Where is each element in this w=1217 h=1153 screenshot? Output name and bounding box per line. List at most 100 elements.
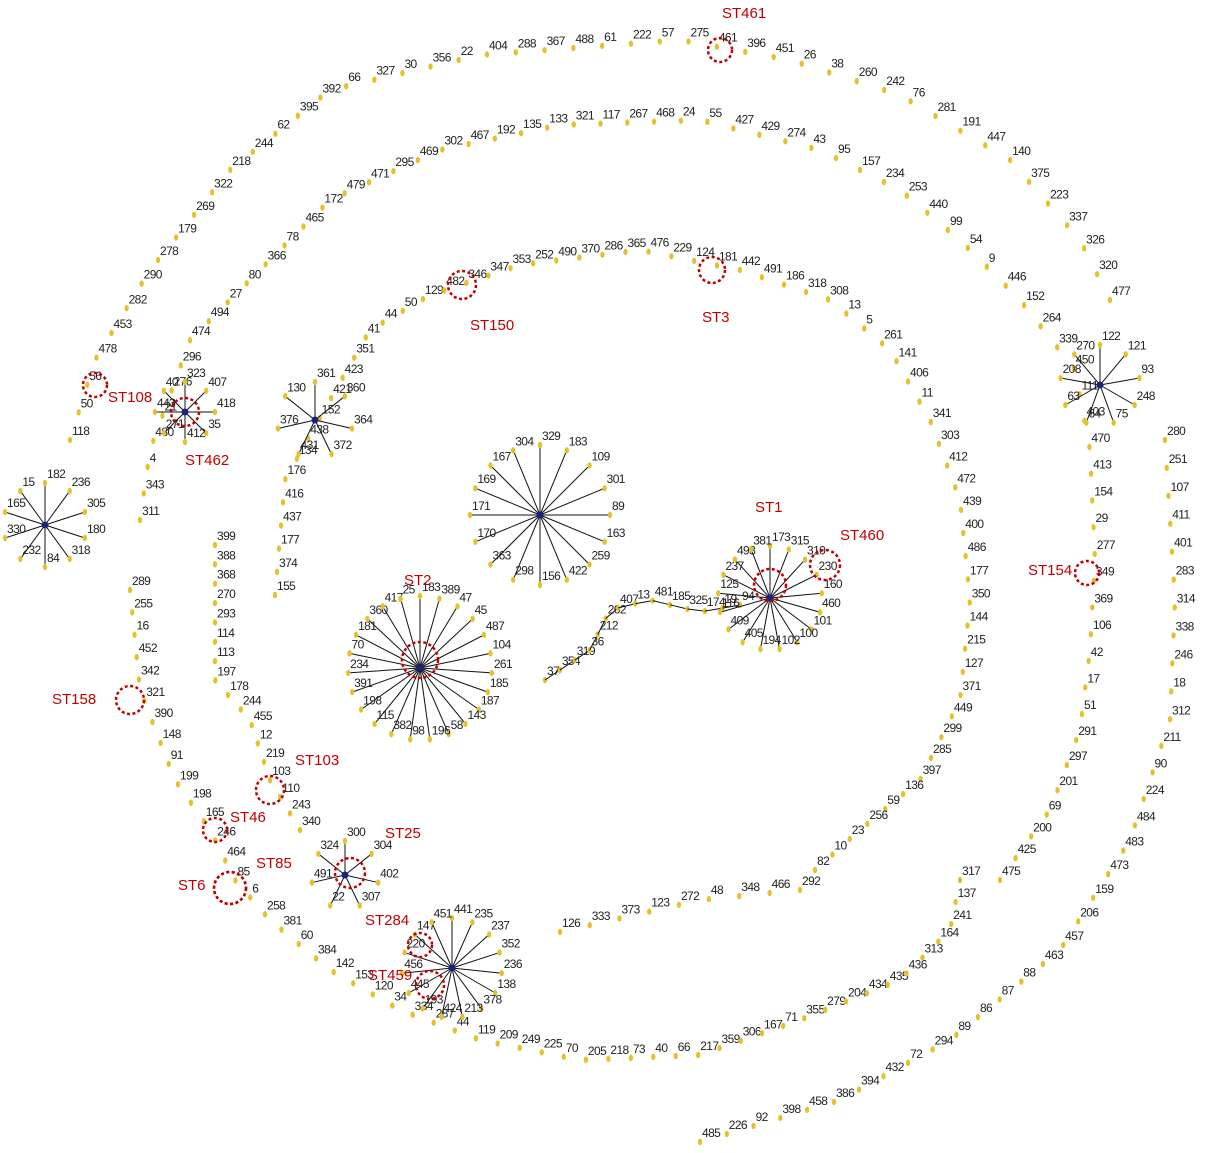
- node: [479, 1005, 484, 1012]
- node: [537, 581, 543, 589]
- node-label: 312: [1172, 703, 1191, 717]
- node: [2, 534, 8, 542]
- node-label: 63: [1067, 389, 1080, 403]
- node-label: 464: [227, 844, 246, 858]
- node-label: 482: [446, 274, 465, 288]
- node: [440, 146, 445, 153]
- node-label: 260: [859, 65, 878, 79]
- node: [1086, 657, 1091, 665]
- node-label: 87: [1002, 983, 1015, 997]
- edge: [652, 600, 671, 606]
- node-label: 396: [747, 36, 766, 50]
- node-label: 232: [22, 543, 41, 557]
- node: [152, 408, 158, 416]
- edge: [419, 667, 450, 735]
- node-label: 80: [249, 267, 262, 281]
- node-label: 443: [157, 396, 176, 410]
- node: [1132, 822, 1138, 829]
- edge: [1073, 354, 1101, 386]
- edge: [419, 618, 473, 669]
- node-label: 363: [493, 548, 512, 562]
- node: [82, 534, 88, 542]
- node-label: 252: [535, 247, 554, 261]
- edge: [318, 853, 346, 876]
- node: [1088, 631, 1094, 638]
- edge: [451, 967, 502, 974]
- node: [342, 190, 347, 197]
- node-label: 209: [500, 1028, 519, 1042]
- node: [1055, 787, 1060, 794]
- node: [473, 538, 478, 545]
- node-label: 261: [494, 657, 513, 671]
- node: [1123, 351, 1128, 358]
- node-label: 140: [1012, 144, 1031, 158]
- node: [822, 1006, 828, 1014]
- node-label: 55: [709, 106, 722, 120]
- node: [442, 287, 447, 294]
- node-label: 95: [838, 142, 851, 156]
- node: [467, 511, 473, 519]
- highlight-ring: [212, 870, 248, 906]
- edge: [769, 574, 817, 599]
- node-label: 185: [490, 676, 509, 690]
- node: [1026, 178, 1032, 186]
- node-label: 9: [989, 251, 996, 265]
- node: [844, 310, 849, 317]
- node: [1168, 688, 1174, 695]
- node: [827, 69, 832, 76]
- hub-node: [41, 521, 49, 529]
- node-label: 355: [806, 1002, 825, 1016]
- node-label: 185: [672, 589, 691, 603]
- node: [273, 130, 278, 137]
- node-label: 458: [809, 1094, 828, 1108]
- node-label: 205: [588, 1044, 607, 1058]
- node: [833, 154, 839, 162]
- node: [1007, 156, 1013, 164]
- node-label: 317: [962, 864, 981, 878]
- node-label: 165: [206, 805, 225, 819]
- node: [781, 281, 787, 288]
- node: [151, 437, 156, 445]
- node: [511, 576, 516, 583]
- node-label: 109: [591, 450, 610, 464]
- node-label: 271: [166, 417, 185, 431]
- node-label: 75: [1116, 407, 1129, 421]
- node: [437, 595, 442, 602]
- node-label: 44: [385, 307, 398, 321]
- node-label: 291: [1078, 724, 1097, 738]
- node: [340, 374, 345, 382]
- node-label: 89: [612, 499, 625, 513]
- node-label: 304: [515, 434, 534, 448]
- hub-node: [311, 416, 319, 424]
- node-label: 208: [1063, 362, 1082, 376]
- node-label: 141: [898, 345, 917, 359]
- node: [777, 645, 782, 653]
- node: [370, 991, 375, 998]
- node-label: 429: [761, 119, 780, 133]
- node-label: 51: [1084, 698, 1097, 712]
- node: [963, 552, 968, 560]
- node: [1040, 960, 1046, 968]
- node: [583, 1056, 589, 1063]
- node-label: 446: [1008, 270, 1027, 284]
- node-label: 279: [827, 994, 846, 1008]
- edge: [367, 618, 421, 669]
- node-label: 172: [324, 192, 343, 206]
- edge: [734, 559, 771, 599]
- node: [278, 522, 284, 529]
- node: [1028, 833, 1034, 840]
- node: [587, 561, 592, 568]
- edge: [769, 597, 812, 630]
- node-label: 230: [819, 559, 838, 573]
- node-label: 50: [405, 295, 418, 309]
- node: [1167, 716, 1173, 723]
- node: [1071, 365, 1076, 372]
- node: [470, 919, 475, 926]
- node: [449, 914, 455, 922]
- node: [318, 94, 323, 101]
- edge: [355, 634, 421, 669]
- node-label: 82: [817, 854, 830, 868]
- node: [431, 1019, 436, 1026]
- node-label: 255: [134, 596, 153, 610]
- node-label: 412: [949, 450, 968, 464]
